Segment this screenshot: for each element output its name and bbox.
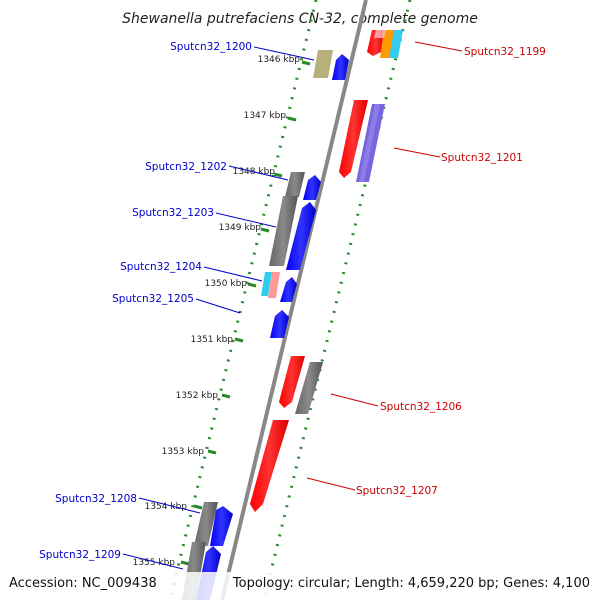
- label-1207[interactable]: Sputcn32_1207: [356, 485, 438, 497]
- label-1206[interactable]: Sputcn32_1206: [380, 401, 462, 413]
- leader-line-1199: [414, 41, 463, 52]
- tick-label: 1354 kbp: [145, 502, 188, 512]
- label-1200[interactable]: Sputcn32_1200: [170, 41, 252, 53]
- label-1204[interactable]: Sputcn32_1204: [120, 261, 202, 273]
- leader-line-1203: [215, 212, 277, 228]
- label-1205[interactable]: Sputcn32_1205: [112, 293, 194, 305]
- leader-line-1204: [203, 266, 263, 282]
- feature-1203[interactable]: [269, 196, 316, 270]
- leader-line-1208: [138, 497, 201, 514]
- leader-line-1209: [122, 553, 184, 570]
- genome-summary-text: Topology: circular; Length: 4,659,220 bp…: [232, 576, 590, 591]
- feature-1200[interactable]: [313, 50, 349, 80]
- accession-text: Accession: NC_009438: [9, 576, 157, 591]
- feature-1202[interactable]: [285, 172, 321, 200]
- tick-labels: 1346 kbp 1347 kbp 1348 kbp 1349 kbp 1350…: [133, 55, 301, 568]
- label-1199[interactable]: Sputcn32_1199: [464, 46, 546, 58]
- label-1203[interactable]: Sputcn32_1203: [132, 207, 214, 219]
- genome-backbone: [220, 0, 368, 600]
- feature-1201[interactable]: [339, 100, 385, 182]
- feature-1199[interactable]: [367, 30, 403, 58]
- tick-label: 1351 kbp: [191, 335, 234, 345]
- tick-label: 1352 kbp: [176, 391, 219, 401]
- label-1201[interactable]: Sputcn32_1201: [441, 152, 523, 164]
- tick-label: 1346 kbp: [258, 55, 301, 65]
- leader-line-1202: [228, 165, 289, 181]
- label-1209[interactable]: Sputcn32_1209: [39, 549, 121, 561]
- leader-line-1207: [306, 477, 356, 491]
- label-1208[interactable]: Sputcn32_1208: [55, 493, 137, 505]
- footer-backdrop: [0, 572, 600, 600]
- feature-1204[interactable]: [261, 272, 297, 302]
- feature-1205[interactable]: [270, 310, 289, 338]
- label-1202[interactable]: Sputcn32_1202: [145, 161, 227, 173]
- tick-label: 1353 kbp: [162, 447, 205, 457]
- tick-label: 1347 kbp: [244, 111, 287, 121]
- map-title: Shewanella putrefaciens CN-32, complete …: [122, 11, 478, 27]
- leader-line-1201: [393, 147, 441, 158]
- leader-line-1200: [253, 46, 315, 61]
- leader-line-1206: [330, 393, 379, 407]
- leader-line-1205: [195, 298, 241, 314]
- tick-label: 1355 kbp: [133, 558, 176, 568]
- feature-1206[interactable]: [279, 356, 323, 414]
- tick-marks: [180, 60, 311, 566]
- tick-label: 1349 kbp: [219, 223, 262, 233]
- feature-1207[interactable]: [250, 420, 289, 512]
- tick-label: 1350 kbp: [205, 279, 248, 289]
- feature-1208[interactable]: [194, 502, 233, 546]
